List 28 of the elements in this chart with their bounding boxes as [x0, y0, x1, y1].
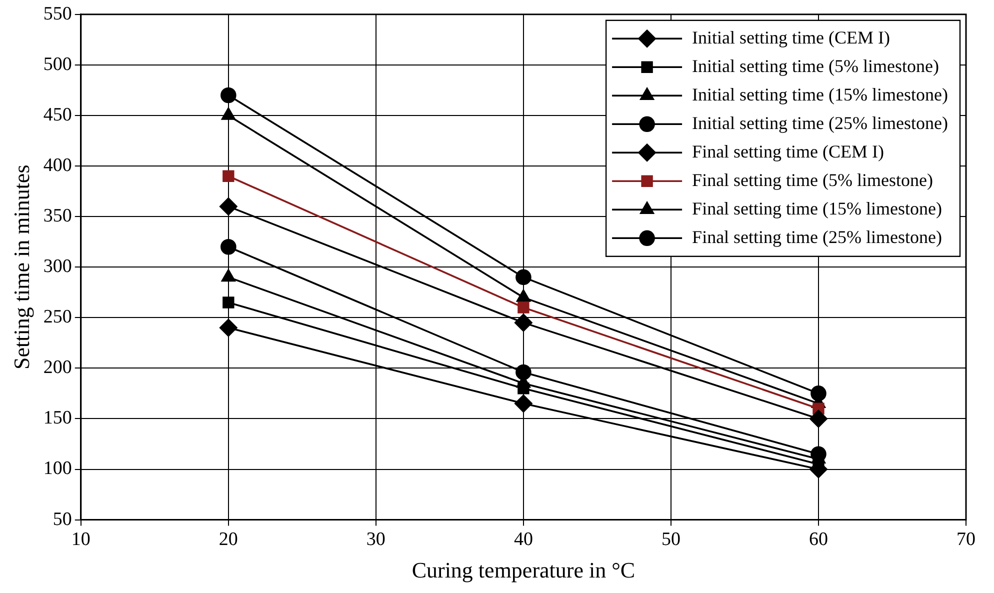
- legend-label: Final setting time (15% limestone): [692, 198, 942, 218]
- y-tick-label: 100: [43, 458, 72, 480]
- x-tick-label: 70: [956, 529, 976, 550]
- legend-label: Initial setting time (15% limestone): [692, 84, 948, 104]
- x-tick-label: 40: [514, 529, 533, 550]
- x-axis-title: Curing temperature in °C: [412, 558, 636, 583]
- legend-label: Initial setting time (5% limestone): [692, 56, 940, 76]
- y-tick-label: 50: [52, 508, 72, 530]
- y-tick-label: 200: [43, 357, 72, 378]
- y-tick-label: 500: [43, 54, 72, 75]
- legend-label: Initial setting time (25% limestone): [692, 112, 948, 133]
- legend-label: Final setting time (25% limestone): [692, 226, 942, 247]
- y-tick-label: 250: [43, 306, 72, 328]
- y-tick-label: 300: [43, 256, 72, 278]
- legend-label: Final setting time (5% limestone): [692, 170, 934, 190]
- x-tick-label: 20: [218, 529, 238, 550]
- y-axis-title: Setting time in minutes: [8, 164, 34, 370]
- y-tick-label: 350: [43, 206, 72, 227]
- y-tick-label: 150: [43, 408, 72, 429]
- x-tick-label: 10: [71, 529, 90, 550]
- legend-label: Final setting time (CEM I): [692, 141, 884, 162]
- x-tick-label: 30: [366, 529, 386, 550]
- x-tick-label: 60: [808, 529, 828, 550]
- y-tick-label: 400: [43, 155, 72, 176]
- y-tick-label: 550: [43, 3, 72, 24]
- y-tick-label: 450: [43, 104, 72, 126]
- legend-label: Initial setting time (CEM I): [692, 27, 890, 48]
- x-tick-label: 50: [661, 529, 680, 550]
